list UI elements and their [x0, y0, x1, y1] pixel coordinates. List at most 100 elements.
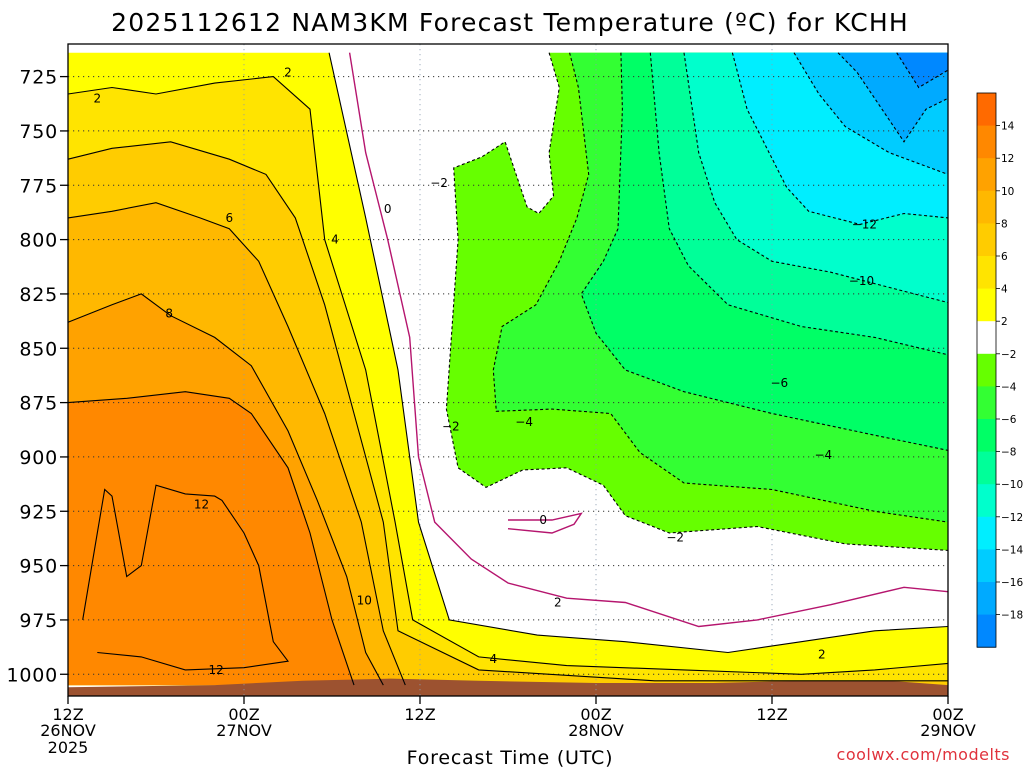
x-tick-label-12: 00Z: [228, 705, 259, 724]
contour-6C: [67, 141, 948, 682]
contour-4C: [67, 76, 949, 675]
chart-title: 2025112612 NAM3KM Forecast Temperature (…: [111, 8, 909, 37]
contour-label-9: −6: [770, 376, 788, 390]
band-m18C: [896, 52, 948, 88]
colorbar-swatch-12: [977, 484, 996, 518]
colorbar-label-1: 12: [1001, 153, 1014, 165]
contour-m6C: [580, 52, 949, 451]
contour-label-12: −4: [515, 415, 533, 429]
x-date-label-0: 26NOV: [40, 721, 96, 740]
y-tick-label-975: 975: [19, 610, 58, 632]
contour-m12C: [731, 52, 949, 225]
y-tick-label-775: 775: [19, 175, 58, 197]
colorbar-label-4: 6: [1001, 251, 1008, 263]
contour-0C-loop: [507, 512, 583, 534]
y-tick-label-950: 950: [19, 556, 58, 578]
colorbar-label-7: −2: [1001, 349, 1016, 361]
colorbar-label-9: −6: [1001, 414, 1017, 426]
y-tick-label-1000: 1000: [6, 664, 58, 686]
contour-label-11: −2: [442, 420, 460, 434]
colorbar-swatch-7: [977, 321, 996, 355]
colorbar-label-13: −14: [1001, 544, 1023, 556]
contour-label-3: 4: [331, 233, 339, 247]
contour-m10C: [683, 52, 949, 304]
contour-8C: [67, 202, 406, 686]
x-date-label-60: 29NOV: [920, 721, 976, 740]
colorbar-label-0: 14: [1001, 121, 1015, 133]
x-tick-label-48: 12Z: [756, 705, 787, 724]
contour-label-5: 0: [384, 202, 392, 216]
contour-12C-cell: [82, 484, 289, 671]
colorbar-swatch-15: [977, 582, 996, 616]
colorbar-swatch-4: [977, 223, 996, 257]
colorbar-swatch-1: [977, 125, 996, 159]
colorbar-label-8: −4: [1001, 381, 1017, 393]
contour-m16C: [837, 52, 949, 143]
colorbar-swatch-5: [977, 256, 996, 290]
y-tick-label-725: 725: [19, 67, 58, 89]
colorbar-label-10: −8: [1001, 447, 1016, 459]
colorbar-label-15: −18: [1001, 610, 1023, 622]
x-tick-label-24: 12Z: [404, 705, 435, 724]
x-date-label-12: 27NOV: [216, 721, 272, 740]
contour-12C: [67, 391, 355, 686]
colorbar-swatch-10: [977, 419, 996, 453]
contour-m18C: [896, 52, 949, 89]
colorbar-swatch-11: [977, 451, 996, 485]
colorbar-swatch-3: [977, 190, 996, 224]
ground-surface: [68, 678, 948, 696]
x-tick-label-60: 00Z: [932, 705, 963, 724]
plot-area: [68, 44, 948, 696]
colorbar-label-3: 8: [1001, 218, 1008, 230]
contour-label-13: 12: [194, 498, 209, 512]
colorbar-swatch-16: [977, 614, 996, 648]
y-axis: 725 750 775 800 825 850 875 900 925 950 975 1000: [6, 67, 68, 686]
y-tick-label-850: 850: [19, 338, 58, 360]
colorbar-label-5: 4: [1001, 284, 1008, 296]
contour-label-14: 10: [357, 593, 372, 607]
contour-label-1: 2: [284, 65, 292, 79]
contour-label-17: 2: [554, 596, 562, 610]
contour-label-10: −4: [814, 448, 832, 462]
contour-label-19: 12: [208, 663, 223, 677]
colorbar-swatch-6: [977, 288, 996, 322]
colorbar-label-12: −12: [1001, 512, 1023, 524]
contour-0C: [348, 52, 949, 628]
band-12-14C: [68, 391, 354, 686]
contour-label-2: 6: [226, 211, 234, 225]
contour-label-18: 4: [490, 652, 498, 666]
colorbar-swatch-13: [977, 516, 996, 550]
contour-label-7: −12: [852, 217, 877, 231]
colorbar-swatch-9: [977, 386, 996, 420]
colorbar-label-2: 10: [1001, 186, 1014, 198]
y-tick-label-875: 875: [19, 393, 58, 415]
x-year-label-0: 2025: [48, 738, 89, 757]
contour-label-15: 0: [539, 513, 547, 527]
contour-label-6: −2: [430, 176, 448, 190]
contour-label-0: 2: [94, 91, 102, 105]
colorbar-label-6: 2: [1001, 316, 1008, 328]
colorbar-swatch-8: [977, 353, 996, 387]
contour-labels: 2 2 6 4 8 0 −2 −12 −10 −6 −4 −2 −4 12 10 0 −2 2 4 12 2: [94, 65, 878, 677]
colorbar-swatch-14: [977, 549, 996, 583]
colorbar-swatch-2: [977, 158, 996, 192]
contour-label-4: 8: [165, 306, 173, 320]
y-tick-label-750: 750: [19, 121, 58, 143]
contour-lines: [67, 52, 949, 686]
colorbar-swatch-0: [977, 93, 996, 127]
contour-10C: [67, 293, 384, 686]
contour-label-16: −2: [666, 530, 684, 544]
x-tick-label-36: 00Z: [580, 705, 611, 724]
colorbar-label-11: −10: [1001, 479, 1023, 491]
colorbar-label-14: −16: [1001, 577, 1023, 589]
contour-m14C: [793, 52, 949, 175]
colorbar: 14 12 10 8 6 4 2 −2 −4 −6 −8 −10 −12 −14 −16 −18: [976, 92, 1023, 648]
x-axis-label: Forecast Time (UTC): [407, 747, 614, 768]
contour-m2C: [445, 52, 949, 551]
credit-text: coolwx.com/modelts: [836, 745, 1010, 764]
x-tick-label-0: 12Z: [52, 705, 83, 724]
y-tick-label-825: 825: [19, 284, 58, 306]
contour-label-20: 2: [818, 648, 826, 662]
